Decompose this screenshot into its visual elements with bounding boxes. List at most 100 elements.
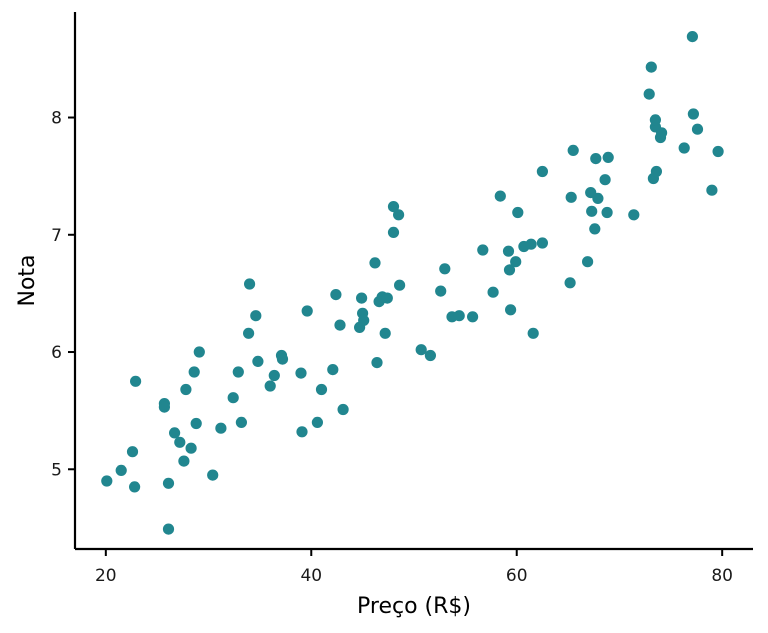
data-point: [678, 142, 690, 154]
y-tick-label: 7: [51, 226, 62, 246]
data-point: [235, 416, 247, 428]
data-point: [565, 191, 577, 203]
data-point: [115, 464, 127, 476]
points-layer: [101, 30, 724, 535]
data-point: [250, 310, 262, 322]
data-point: [628, 209, 640, 221]
data-point: [592, 192, 604, 204]
data-point: [295, 367, 307, 379]
y-tick-label: 5: [51, 460, 62, 480]
data-point: [126, 446, 139, 458]
data-point: [505, 304, 517, 316]
data-point: [706, 184, 718, 196]
data-point: [527, 327, 539, 339]
data-point: [525, 238, 537, 250]
y-tick-label: 8: [51, 109, 62, 129]
data-point: [453, 310, 465, 322]
data-point: [602, 151, 614, 163]
data-point: [169, 427, 181, 439]
data-point: [686, 30, 699, 43]
x-tick-label: 40: [300, 566, 322, 586]
data-point: [301, 305, 313, 317]
data-point: [369, 257, 381, 269]
data-point: [424, 349, 436, 362]
data-point: [415, 344, 427, 356]
data-point: [502, 245, 515, 257]
data-point: [296, 426, 308, 438]
data-point: [276, 353, 289, 365]
data-point: [358, 314, 370, 326]
data-point: [371, 357, 383, 369]
data-point: [178, 455, 190, 467]
data-point: [435, 285, 447, 297]
x-tick-label: 20: [95, 566, 117, 586]
data-point: [252, 355, 264, 367]
data-point: [158, 401, 170, 413]
data-point: [503, 264, 516, 276]
y-ticks: 5 6 7 8: [51, 109, 75, 480]
data-point: [467, 311, 479, 323]
data-point: [315, 383, 328, 396]
data-point: [379, 327, 391, 339]
data-point: [564, 277, 576, 289]
data-point: [687, 108, 700, 120]
data-point: [656, 127, 668, 139]
data-point: [162, 477, 175, 489]
data-point: [193, 346, 205, 358]
data-point: [510, 256, 522, 268]
data-point: [643, 88, 655, 100]
data-point: [487, 286, 499, 298]
data-point: [188, 366, 200, 378]
data-point: [130, 375, 142, 387]
data-point: [387, 201, 400, 213]
data-point: [394, 279, 406, 291]
data-point: [536, 165, 549, 178]
data-point: [268, 369, 280, 382]
data-point: [185, 442, 197, 454]
data-point: [129, 481, 141, 493]
data-point: [244, 278, 256, 290]
data-point: [599, 174, 611, 186]
data-point: [586, 205, 598, 217]
data-point: [589, 223, 601, 235]
data-point: [494, 190, 506, 202]
data-point: [387, 226, 400, 238]
data-point: [101, 475, 113, 487]
data-point: [337, 403, 349, 416]
data-point: [207, 469, 219, 481]
data-point: [190, 417, 202, 430]
data-point: [439, 263, 451, 275]
data-point: [512, 206, 524, 219]
data-point: [477, 244, 489, 256]
data-point: [650, 165, 663, 178]
data-point: [582, 256, 594, 268]
data-point: [243, 327, 255, 339]
data-point: [311, 416, 323, 428]
y-tick-label: 6: [51, 343, 62, 363]
data-point: [393, 209, 405, 221]
data-point: [601, 206, 613, 219]
data-point: [712, 145, 724, 158]
data-point: [215, 422, 227, 434]
data-point: [649, 114, 662, 126]
data-point: [162, 523, 175, 535]
data-point: [590, 153, 602, 165]
data-point: [227, 392, 239, 404]
data-point: [334, 319, 346, 331]
data-point: [567, 144, 579, 156]
data-point: [232, 366, 244, 378]
data-point: [264, 380, 276, 392]
x-axis-title: Preço (R$): [357, 594, 471, 619]
y-axis-title: Nota: [15, 254, 40, 306]
data-point: [645, 61, 657, 73]
data-point: [536, 237, 549, 249]
data-point: [356, 292, 368, 304]
data-point: [174, 436, 186, 448]
data-point: [691, 123, 704, 135]
data-point: [330, 289, 342, 301]
data-point: [327, 364, 339, 376]
data-point: [381, 292, 393, 304]
data-point: [180, 383, 192, 396]
x-tick-label: 60: [506, 566, 528, 586]
